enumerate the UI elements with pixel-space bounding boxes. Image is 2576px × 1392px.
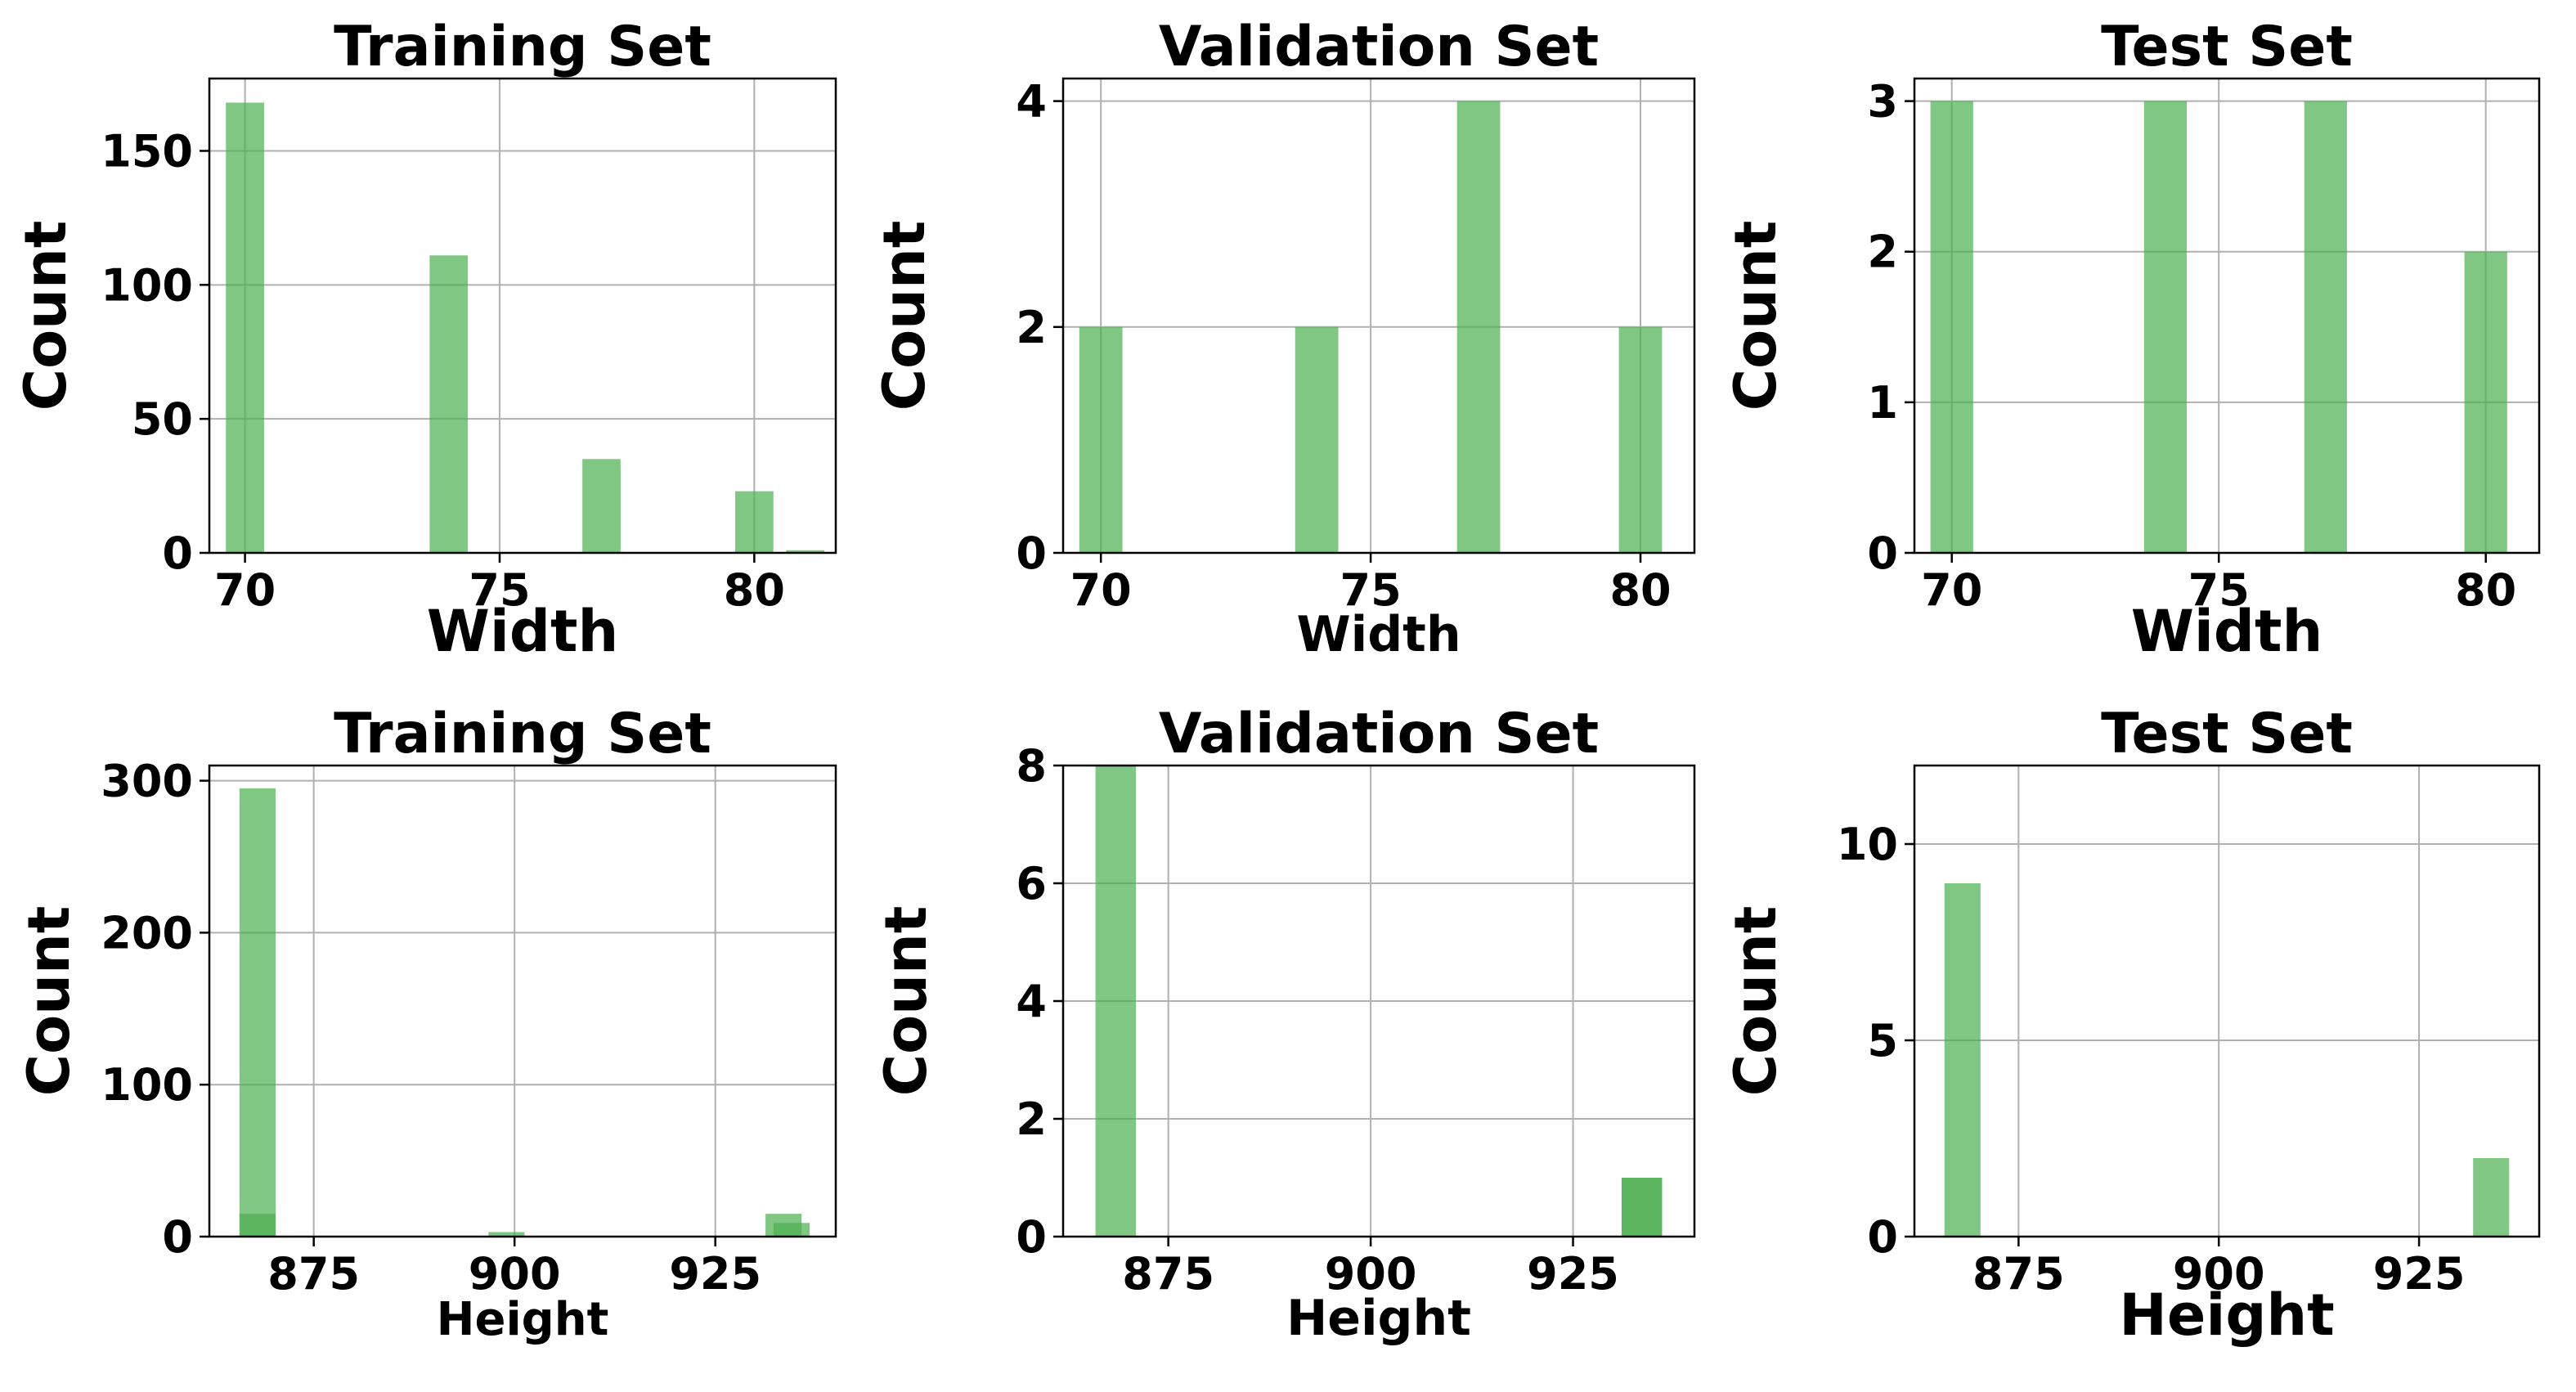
histogram-bar — [2304, 101, 2347, 554]
y-tick-label: 0 — [1016, 528, 1047, 579]
y-tick-label: 300 — [101, 756, 193, 807]
plot-frame — [1061, 77, 1696, 555]
x-tick-label: 875 — [1972, 1248, 2065, 1300]
chart-panel-2: 70 75 80 0 2 4 Validation Set Width Count — [871, 15, 1696, 663]
x-tick-label: 70 — [214, 564, 276, 616]
y-tick-label: 100 — [101, 259, 193, 311]
x-tick-label: 70 — [1070, 564, 1132, 616]
x-tick-label: 900 — [469, 1248, 561, 1300]
x-axis-label: Height — [2119, 1282, 2334, 1349]
x-tick-label: 70 — [1921, 564, 1982, 616]
y-axis-label: Count — [12, 221, 79, 411]
histogram-bar — [1944, 883, 1981, 1237]
plot-frame — [1913, 77, 2541, 555]
y-tick-label: 0 — [1867, 528, 1898, 579]
y-tick-label: 4 — [1016, 76, 1047, 128]
y-tick-label: 0 — [162, 1211, 193, 1263]
plot-frame — [208, 77, 837, 555]
histogram-bar — [582, 459, 621, 553]
y-axis-label: Count — [873, 906, 940, 1097]
plot-frame — [208, 764, 837, 1238]
y-tick-label: 0 — [162, 528, 193, 579]
histogram-bar — [773, 1223, 810, 1237]
histogram-bar — [1618, 326, 1663, 553]
x-axis-label: Height — [1286, 1290, 1471, 1347]
y-tick-label: 1 — [1867, 377, 1898, 429]
x-axis-label: Height — [437, 1293, 609, 1346]
y-tick-label: 2 — [1016, 1093, 1047, 1145]
x-tick-label: 925 — [669, 1248, 761, 1300]
histogram-bar — [429, 255, 469, 553]
chart-title: Training Set — [334, 702, 711, 766]
histogram-bar — [226, 102, 264, 554]
y-tick-label: 8 — [1016, 740, 1047, 792]
y-axis-label: Count — [871, 221, 938, 411]
chart-panel-4: 875 900 925 0 100 200 300 Training Set Height Cou… — [16, 702, 837, 1346]
histogram-bar — [1295, 326, 1339, 553]
x-tick-label: 875 — [1122, 1248, 1214, 1300]
chart-title: Validation Set — [1159, 15, 1599, 79]
histogram-bar — [1079, 326, 1123, 553]
x-tick-label: 80 — [724, 564, 785, 616]
chart-title: Test Set — [2101, 702, 2353, 766]
x-axis-label: Width — [427, 598, 619, 665]
histogram-bar — [239, 788, 276, 1237]
y-tick-label: 0 — [1867, 1211, 1898, 1263]
histogram-bar — [1456, 101, 1501, 554]
y-tick-label: 2 — [1867, 227, 1898, 278]
histogram-bar — [2473, 1158, 2510, 1237]
y-tick-label: 50 — [132, 393, 193, 445]
y-tick-label: 0 — [1016, 1211, 1047, 1263]
y-tick-label: 200 — [101, 907, 193, 959]
chart-panel-6: 875 900 925 0 5 10 Test Set Height Count — [1722, 702, 2541, 1349]
y-tick-label: 5 — [1867, 1015, 1898, 1066]
x-tick-label: 75 — [469, 564, 530, 616]
y-tick-label: 2 — [1016, 302, 1047, 353]
y-tick-label: 100 — [101, 1059, 193, 1111]
histogram-bar — [2464, 251, 2507, 553]
x-tick-label: 80 — [2455, 564, 2516, 616]
x-tick-label: 900 — [1325, 1248, 1417, 1300]
histogram-bar — [786, 550, 824, 553]
x-tick-label: 75 — [1340, 564, 1402, 616]
x-tick-label: 900 — [2173, 1248, 2265, 1300]
y-tick-label: 4 — [1016, 976, 1047, 1027]
chart-title: Validation Set — [1159, 702, 1599, 766]
histogram-bar — [239, 1214, 276, 1237]
x-tick-label: 925 — [2373, 1248, 2466, 1300]
histogram-bar — [735, 491, 774, 553]
y-axis-label: Count — [1722, 906, 1789, 1097]
histogram-bar — [2143, 101, 2188, 554]
x-tick-label: 875 — [267, 1248, 360, 1300]
x-tick-label: 80 — [1609, 564, 1671, 616]
x-axis-label: Width — [2131, 598, 2323, 665]
y-axis-label: Count — [1722, 221, 1789, 411]
y-tick-label: 150 — [101, 125, 193, 177]
chart-panel-1: 70 75 80 0 50 100 150 Training Set Width Count — [12, 15, 837, 665]
plot-frame — [1913, 764, 2541, 1238]
y-tick-label: 3 — [1867, 76, 1898, 128]
histogram-bar — [1095, 766, 1137, 1237]
chart-panel-5: 875 900 925 0 2 4 6 8 Validation Set Height Count — [873, 702, 1696, 1347]
chart-title: Training Set — [334, 15, 711, 79]
y-axis-label: Count — [16, 906, 83, 1097]
histogram-bar — [1621, 1178, 1663, 1237]
histogram-bar — [488, 1232, 525, 1237]
x-axis-label: Width — [1296, 606, 1461, 663]
chart-title: Test Set — [2101, 15, 2353, 79]
chart-panel-3: 70 75 80 0 1 2 3 Test Set Width Count — [1722, 15, 2541, 665]
y-tick-label: 6 — [1016, 858, 1047, 909]
x-tick-label: 75 — [2188, 564, 2250, 616]
histogram-bar — [1930, 101, 1973, 554]
y-tick-label: 10 — [1837, 819, 1898, 870]
x-tick-label: 925 — [1527, 1248, 1619, 1300]
